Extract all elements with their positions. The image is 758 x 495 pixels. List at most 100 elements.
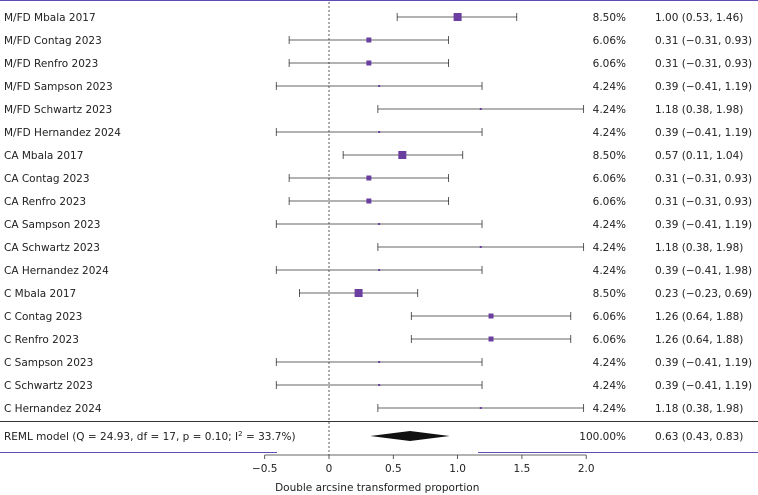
study-label: CA Contag 2023 xyxy=(4,173,90,185)
summary-row: REML model (Q = 24.93, df = 17, p = 0.10… xyxy=(4,430,743,443)
x-tick-label: 2.0 xyxy=(578,463,595,475)
frame-lines xyxy=(0,0,758,455)
study-weight: 8.50% xyxy=(593,150,626,162)
study-estimate-ci: 1.18 (0.38, 1.98) xyxy=(655,403,743,415)
study-row: C Renfro 2023 6.06% 1.26 (0.64, 1.88) xyxy=(4,334,743,346)
point-estimate-marker xyxy=(479,108,482,110)
x-axis: −0.5 0 0.5 1.0 1.5 2.0 Double arcsine transfor… xyxy=(252,454,595,494)
point-estimate-marker xyxy=(378,384,381,386)
study-row: M/FD Mbala 2017 8.50% 1.00 (0.53, 1.46) xyxy=(4,12,743,24)
study-estimate-ci: 0.39 (−0.41, 1.19) xyxy=(655,127,752,139)
point-estimate-marker xyxy=(378,269,381,271)
point-estimate-marker xyxy=(366,60,372,66)
study-weight: 6.06% xyxy=(593,196,626,208)
point-estimate-marker xyxy=(378,85,381,87)
study-estimate-ci: 0.39 (−0.41, 1.19) xyxy=(655,219,752,231)
point-estimate-marker xyxy=(366,37,372,43)
x-axis-title: Double arcsine transformed proportion xyxy=(275,482,479,494)
study-weight: 6.06% xyxy=(593,35,626,47)
study-row: C Mbala 2017 8.50% 0.23 (−0.23, 0.69) xyxy=(4,288,752,300)
study-estimate-ci: 0.39 (−0.41, 1.19) xyxy=(655,380,752,392)
study-weight: 8.50% xyxy=(593,288,626,300)
summary-label-text: REML model (Q = 24.93, df = 17, p = 0.10… xyxy=(4,431,238,443)
study-label: CA Hernandez 2024 xyxy=(4,265,109,277)
study-estimate-ci: 1.18 (0.38, 1.98) xyxy=(655,104,743,116)
study-label: M/FD Hernandez 2024 xyxy=(4,127,121,139)
study-weight: 6.06% xyxy=(593,173,626,185)
study-weight: 4.24% xyxy=(593,219,626,231)
study-weight: 8.50% xyxy=(593,12,626,24)
x-tick-label: −0.5 xyxy=(252,463,278,475)
study-estimate-ci: 0.31 (−0.31, 0.93) xyxy=(655,35,752,47)
x-tick-label: 0.5 xyxy=(385,463,402,475)
study-weight: 4.24% xyxy=(593,242,626,254)
study-row: M/FD Contag 2023 6.06% 0.31 (−0.31, 0.93) xyxy=(4,35,752,47)
study-label: M/FD Contag 2023 xyxy=(4,35,102,47)
study-weight: 4.24% xyxy=(593,81,626,93)
study-weight: 4.24% xyxy=(593,403,626,415)
study-label: C Contag 2023 xyxy=(4,311,82,323)
summary-estimate-ci: 0.63 (0.43, 0.83) xyxy=(655,431,743,443)
x-tick-label: 1.0 xyxy=(449,463,466,475)
point-estimate-marker xyxy=(479,246,482,248)
summary-weight: 100.00% xyxy=(579,431,626,443)
study-estimate-ci: 0.39 (−0.41, 1.19) xyxy=(655,81,752,93)
point-estimate-marker xyxy=(378,223,381,225)
study-row: CA Contag 2023 6.06% 0.31 (−0.31, 0.93) xyxy=(4,173,752,185)
study-estimate-ci: 1.18 (0.38, 1.98) xyxy=(655,242,743,254)
point-estimate-marker xyxy=(488,313,494,319)
study-weight: 6.06% xyxy=(593,311,626,323)
study-weight: 4.24% xyxy=(593,127,626,139)
study-estimate-ci: 0.39 (−0.41, 1.98) xyxy=(655,265,752,277)
study-label: CA Schwartz 2023 xyxy=(4,242,100,254)
study-label: M/FD Sampson 2023 xyxy=(4,81,113,93)
study-rows: M/FD Mbala 2017 8.50% 1.00 (0.53, 1.46)M/F… xyxy=(4,12,752,415)
point-estimate-marker xyxy=(398,151,407,159)
study-weight: 6.06% xyxy=(593,58,626,70)
study-weight: 4.24% xyxy=(593,265,626,277)
x-tick-label: 0 xyxy=(326,463,333,475)
x-tick-label: 1.5 xyxy=(514,463,531,475)
study-row: C Schwartz 2023 4.24% 0.39 (−0.41, 1.19) xyxy=(4,380,752,392)
study-row: C Hernandez 2024 4.24% 1.18 (0.38, 1.98) xyxy=(4,403,743,415)
study-estimate-ci: 0.57 (0.11, 1.04) xyxy=(655,150,743,162)
point-estimate-marker xyxy=(366,175,372,181)
study-weight: 6.06% xyxy=(593,334,626,346)
study-row: M/FD Schwartz 2023 4.24% 1.18 (0.38, 1.98) xyxy=(4,104,743,116)
study-label: CA Renfro 2023 xyxy=(4,196,86,208)
study-label: M/FD Renfro 2023 xyxy=(4,58,98,70)
study-row: CA Mbala 2017 8.50% 0.57 (0.11, 1.04) xyxy=(4,150,743,162)
study-label: CA Sampson 2023 xyxy=(4,219,100,231)
study-row: CA Hernandez 2024 4.24% 0.39 (−0.41, 1.98) xyxy=(4,265,752,277)
point-estimate-marker xyxy=(378,131,381,133)
study-label: C Schwartz 2023 xyxy=(4,380,93,392)
study-label: CA Mbala 2017 xyxy=(4,150,83,162)
study-row: CA Renfro 2023 6.06% 0.31 (−0.31, 0.93) xyxy=(4,196,752,208)
study-row: CA Sampson 2023 4.24% 0.39 (−0.41, 1.19) xyxy=(4,219,752,231)
point-estimate-marker xyxy=(366,198,372,204)
study-row: C Contag 2023 6.06% 1.26 (0.64, 1.88) xyxy=(4,311,743,323)
study-estimate-ci: 0.23 (−0.23, 0.69) xyxy=(655,288,752,300)
study-estimate-ci: 1.00 (0.53, 1.46) xyxy=(655,12,743,24)
study-estimate-ci: 0.31 (−0.31, 0.93) xyxy=(655,196,752,208)
study-estimate-ci: 0.31 (−0.31, 0.93) xyxy=(655,173,752,185)
study-label: M/FD Mbala 2017 xyxy=(4,12,96,24)
summary-diamond xyxy=(370,431,450,441)
point-estimate-marker xyxy=(479,407,482,409)
study-estimate-ci: 0.39 (−0.41, 1.19) xyxy=(655,357,752,369)
study-row: M/FD Sampson 2023 4.24% 0.39 (−0.41, 1.19) xyxy=(4,81,752,93)
study-label: C Sampson 2023 xyxy=(4,357,93,369)
study-weight: 4.24% xyxy=(593,357,626,369)
study-estimate-ci: 1.26 (0.64, 1.88) xyxy=(655,334,743,346)
study-row: C Sampson 2023 4.24% 0.39 (−0.41, 1.19) xyxy=(4,357,752,369)
point-estimate-marker xyxy=(354,289,363,297)
study-label: M/FD Schwartz 2023 xyxy=(4,104,112,116)
study-row: M/FD Hernandez 2024 4.24% 0.39 (−0.41, 1.1… xyxy=(4,127,752,139)
study-estimate-ci: 0.31 (−0.31, 0.93) xyxy=(655,58,752,70)
study-label: C Mbala 2017 xyxy=(4,288,76,300)
point-estimate-marker xyxy=(453,13,462,21)
summary-label: REML model (Q = 24.93, df = 17, p = 0.10… xyxy=(4,430,296,443)
study-row: CA Schwartz 2023 4.24% 1.18 (0.38, 1.98) xyxy=(4,242,743,254)
study-estimate-ci: 1.26 (0.64, 1.88) xyxy=(655,311,743,323)
